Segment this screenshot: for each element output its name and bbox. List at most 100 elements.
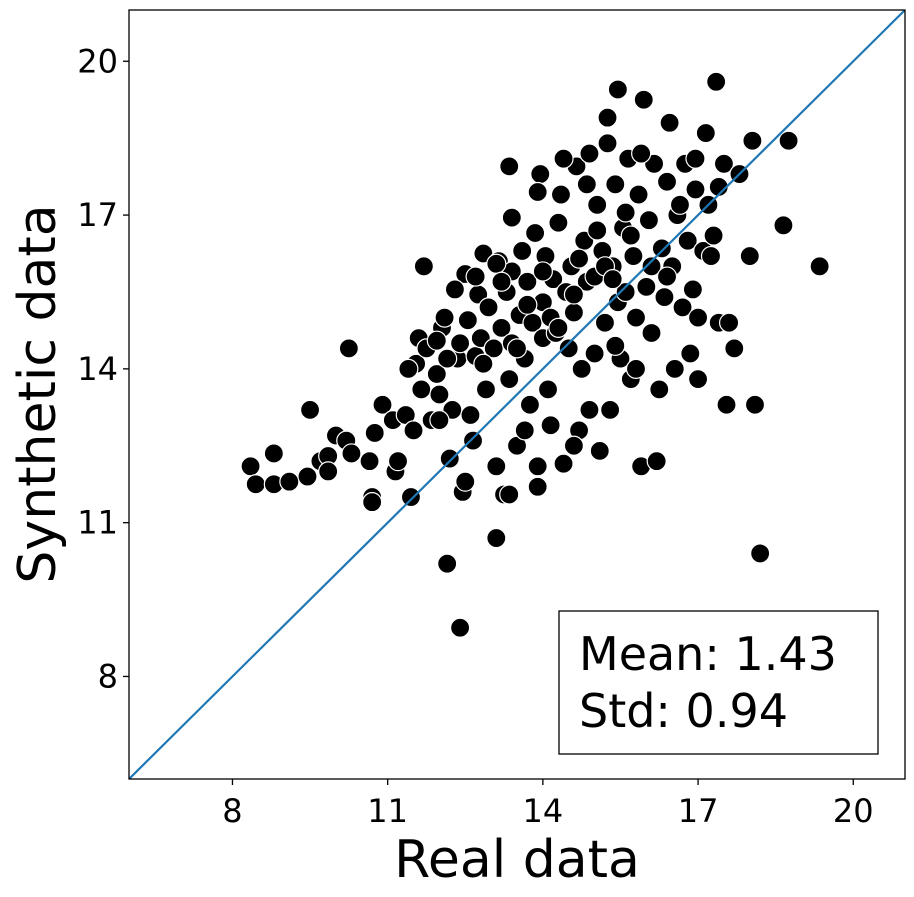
scatter-point [778,130,799,151]
scatter-point [716,394,737,415]
scatter-point [584,343,605,364]
scatter-point [563,302,585,323]
scatter-point [465,266,486,287]
scatter-point [499,156,520,177]
scatter-point [680,343,701,364]
points-group [240,71,830,638]
scatter-point [437,348,458,369]
scatter-point [491,271,512,292]
scatter-point [669,194,691,215]
scatter-point [486,456,507,477]
scatter-point [654,286,675,308]
scatter-point [457,310,478,331]
scatter-point [620,225,641,246]
scatter-point [318,461,339,482]
scatter-point [646,451,667,472]
scatter-point [499,369,520,390]
y-tick-label: 14 [77,350,118,388]
scatter-point [773,215,794,236]
y-tick-label: 17 [77,196,118,234]
x-tick-label: 11 [367,792,408,830]
scatter-point [719,312,740,333]
scatter-point [517,271,538,292]
scatter-point [527,456,548,477]
scatter-point [656,266,678,287]
scatter-point [568,248,590,269]
scatter-point [473,353,494,374]
scatter-point [403,420,424,441]
scatter-point [563,435,585,456]
scatter-point [636,276,657,297]
stats-box-frame [558,610,879,755]
stats-mean: Mean: 1.43 [579,627,837,681]
stats-box: Mean: 1.43 Std: 0.94 [558,610,879,755]
scatter-point [548,212,569,233]
scatter-point [708,176,729,197]
scatter-point [628,184,649,205]
scatter-point [537,379,559,400]
scatter-point [387,451,409,472]
scatter-point [299,399,321,420]
scatter-point [597,133,618,154]
stats-std: Std: 0.94 [579,684,788,738]
y-axis-label: Synthetic data [8,204,68,583]
scatter-point [297,466,318,487]
scatter-point [700,245,722,267]
scatter-point [426,330,447,351]
scatter-point [571,358,592,379]
scatter-point [426,363,447,385]
scatter-point [486,527,507,549]
scatter-point [519,394,541,415]
scatter-point [576,174,597,195]
scatter-point [434,307,455,328]
plot-layer [129,10,905,779]
scatter-point [460,404,481,426]
x-tick-label: 8 [222,792,242,830]
scatter-point [553,453,574,474]
scatter-point [750,543,771,564]
scatter-point [682,279,703,300]
scatter-point [475,379,497,400]
scatter-point [594,312,616,333]
y-tick-label: 11 [77,504,118,542]
y-tick-label: 20 [77,42,118,80]
scatter-point [625,307,647,328]
scatter-point [530,163,551,185]
scatter-point [744,394,766,415]
scatter-point [656,171,678,192]
scatter-point [439,448,460,469]
x-axis-label: Real data [394,830,640,890]
scatter-point [449,333,471,354]
scatter-point [623,245,644,267]
scatter-point [651,238,672,259]
scatter-point [279,471,300,492]
scatter-point [501,207,522,228]
scatter-point [527,476,548,497]
scatter-point [703,225,724,246]
scatter-point [638,210,660,231]
scatter-point [486,253,507,274]
scatter-point [525,222,546,244]
scatter-point [625,358,647,379]
scatter-point [706,71,727,92]
scatter-point [411,379,432,400]
scatter-point [602,269,623,290]
scatter-point [506,338,528,359]
scatter-point [429,410,450,431]
scatter-point [587,220,608,241]
axis-layer: 8 11 14 17 20 8 11 14 17 20 [77,9,906,830]
x-tick-label: 17 [678,792,719,830]
scatter-point [664,358,685,379]
scatter-point [605,335,626,356]
scatter-point [641,256,662,277]
scatter-point [413,256,434,277]
scatter-point [444,279,466,300]
scatter-point [364,422,385,444]
scatter-point [597,107,618,128]
scatter-point [558,338,579,359]
x-tick-label: 20 [833,792,874,830]
scatter-point [563,284,585,305]
scatter-point [600,399,621,420]
scatter-point [659,112,680,133]
